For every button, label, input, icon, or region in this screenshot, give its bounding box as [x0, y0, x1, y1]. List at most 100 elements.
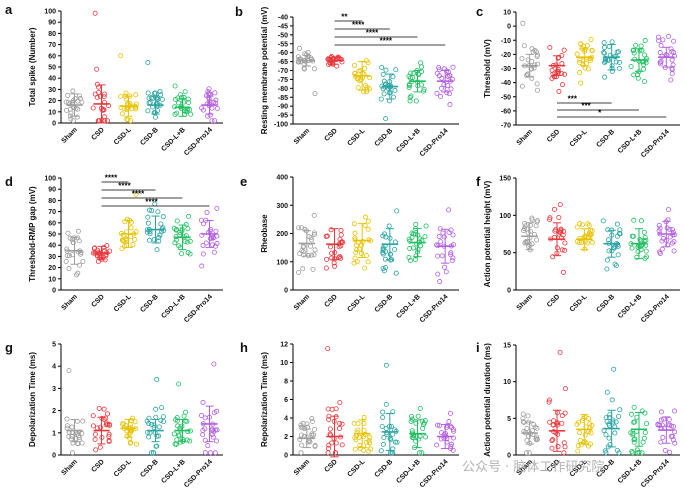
data-point — [616, 413, 622, 419]
data-point — [101, 114, 107, 120]
data-point — [641, 435, 647, 441]
y-tick-label: 5 — [52, 342, 56, 349]
data-point — [174, 218, 180, 224]
data-point — [446, 207, 452, 213]
data-point — [415, 247, 421, 253]
data-point — [444, 90, 450, 96]
panel-a: a 0 10 20 30 40 50 60 70 80 90 100 Total spike (Numb… — [5, 2, 223, 157]
y-tick-label: 10 — [280, 360, 288, 367]
data-point — [366, 86, 372, 92]
data-point — [580, 62, 586, 68]
y-tick-label: 40 — [48, 76, 56, 83]
x-tick-label: CSD-L+B — [617, 128, 644, 155]
data-point — [75, 98, 81, 104]
data-point — [606, 435, 612, 441]
data-point — [561, 450, 567, 456]
y-tick-label: -50 — [278, 32, 288, 39]
data-point — [558, 229, 564, 235]
data-point — [103, 420, 109, 426]
data-point — [602, 74, 608, 80]
y-axis-label: Repolarization Time (ms) — [260, 352, 269, 447]
y-tick-label: -40 — [278, 15, 288, 22]
data-point — [666, 417, 672, 423]
data-point — [173, 417, 179, 423]
data-point — [156, 424, 162, 430]
data-point — [642, 37, 648, 43]
y-tick-label: 10 — [503, 379, 511, 386]
data-point — [441, 82, 447, 88]
data-point — [357, 442, 363, 448]
data-point — [211, 249, 217, 255]
data-point — [160, 214, 166, 220]
x-tick-label: CSD — [546, 293, 561, 308]
y-tick-label: 30 — [48, 87, 56, 94]
data-point — [106, 433, 112, 439]
data-point — [519, 83, 525, 89]
data-point — [159, 96, 165, 102]
data-point — [669, 57, 675, 63]
data-point — [413, 253, 419, 259]
data-point — [329, 406, 335, 412]
data-point — [662, 447, 668, 453]
x-tick-label: CSD — [91, 126, 106, 141]
data-point — [145, 220, 151, 226]
data-point — [575, 443, 581, 449]
data-point — [107, 248, 113, 254]
x-tick-label: Sham — [293, 458, 311, 476]
panel-letter: b — [235, 4, 243, 19]
data-point — [669, 66, 675, 72]
y-axis-label: Threshold (mV) — [483, 39, 492, 98]
y-tick-label: 70 — [48, 209, 56, 216]
data-point — [207, 112, 213, 118]
data-point — [198, 217, 204, 223]
data-point — [146, 415, 152, 421]
data-point — [365, 60, 371, 66]
data-point — [520, 419, 526, 425]
panel-f: f 0 50 100 150 Action potential height (mV) Sh… — [476, 174, 680, 324]
data-point — [547, 217, 553, 223]
y-tick-label: 20 — [48, 265, 56, 272]
data-point — [616, 65, 622, 71]
y-tick-label: 0 — [507, 288, 511, 295]
data-point — [105, 118, 111, 124]
x-tick-label: Sham — [60, 126, 78, 144]
x-tick-label: CSD-B — [595, 293, 616, 314]
data-point — [212, 118, 218, 124]
data-point — [106, 421, 112, 427]
data-point — [610, 417, 616, 423]
data-point — [327, 61, 333, 67]
data-point — [672, 429, 678, 435]
data-point — [383, 362, 389, 368]
data-point — [659, 238, 665, 244]
data-point — [637, 244, 643, 250]
data-point — [101, 406, 107, 412]
data-point — [634, 414, 640, 420]
data-point — [324, 233, 330, 239]
data-point — [118, 53, 124, 59]
y-tick-label: -80 — [278, 86, 288, 93]
data-point — [588, 36, 594, 42]
data-point — [438, 94, 444, 100]
data-point — [641, 66, 647, 72]
data-point — [577, 69, 583, 75]
significance-label: *** — [581, 102, 591, 111]
data-point — [151, 110, 157, 116]
y-tick-label: -50 — [501, 94, 511, 101]
data-point — [97, 424, 103, 430]
data-point — [309, 416, 315, 422]
data-point — [145, 90, 151, 96]
data-point — [671, 248, 677, 254]
data-point — [559, 70, 565, 76]
data-point — [153, 406, 159, 412]
data-point — [154, 377, 160, 383]
data-point — [437, 226, 443, 232]
data-point — [312, 247, 318, 253]
data-point — [351, 260, 357, 266]
data-point — [577, 221, 583, 227]
data-point — [123, 90, 129, 96]
y-tick-label: 10 — [48, 109, 56, 116]
data-point — [522, 223, 528, 229]
data-point — [641, 238, 647, 244]
data-point — [422, 418, 428, 424]
data-point — [586, 222, 592, 228]
